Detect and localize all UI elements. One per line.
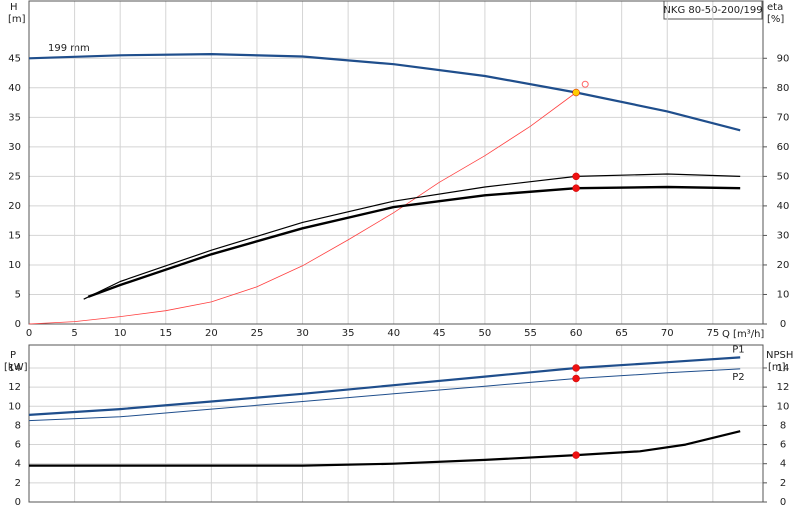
y-tick-label: 6 [15,440,21,451]
x-tick-label: 5 [71,328,77,339]
y2-tick-label: 2 [780,478,786,489]
y2-tick-label: 90 [777,53,790,64]
y-tick-label: 20 [8,201,21,212]
duty-point [572,451,580,459]
y-tick-label: 0 [15,497,21,508]
y2-tick-label: 50 [777,171,790,182]
y-tick-label: 14 [8,363,21,374]
y-tick-label: 30 [8,142,21,153]
y2-tick-label: 6 [780,440,786,451]
y-tick-label: 10 [8,401,21,412]
y-label: H [10,2,18,13]
y2-tick-label: 40 [777,201,790,212]
legend-label: P1 [732,344,744,355]
y2-tick-label: 0 [780,497,786,508]
y-tick-label: 15 [8,230,21,241]
y2-label: NPSH [766,350,793,361]
curve [28,368,741,422]
x-tick-label: 75 [706,328,719,339]
duty-point [572,184,580,192]
x-tick-label: 20 [205,328,218,339]
y2-tick-label: 20 [777,260,790,271]
x-tick-label: 55 [524,328,537,339]
y-tick-label: 25 [8,171,21,182]
y2-unit: [%] [767,14,784,25]
x-tick-label: 15 [159,328,172,339]
y-tick-label: 4 [15,459,21,470]
x-tick-label: 30 [296,328,309,339]
curve [28,92,577,325]
y2-tick-label: 0 [780,319,786,330]
y-tick-label: 45 [8,53,21,64]
duty-point [572,88,580,97]
x-tick-label: 35 [342,328,355,339]
y-tick-label: 5 [15,289,21,300]
y2-tick-label: 30 [777,230,790,241]
y-tick-label: 12 [8,382,21,393]
y-unit: [kW] [4,362,28,373]
y2-tick-label: 70 [777,112,790,123]
plot-frame [28,344,764,503]
y-label: P [10,350,16,361]
y-tick-label: 2 [15,478,21,489]
y2-tick-label: 80 [777,83,790,94]
x-tick-label: 65 [615,328,628,339]
plot-frame [28,0,764,325]
x-tick-label: 60 [570,328,583,339]
curve [28,53,741,132]
x-tick-label: 45 [433,328,446,339]
x-tick-label: 25 [251,328,264,339]
annotation: 199 mm [48,43,90,54]
y2-tick-label: 4 [780,459,786,470]
y-tick-label: 8 [15,420,21,431]
y-unit: [m] [8,14,26,25]
y2-tick-label: 10 [777,401,790,412]
curve [28,356,741,416]
curve [87,185,741,298]
x-label: Q [m³/h] [722,329,764,340]
x-tick-label: 70 [661,328,674,339]
y2-tick-label: 8 [780,420,786,431]
curve [83,173,741,300]
y2-tick-label: 60 [777,142,790,153]
y2-tick-label: 14 [777,363,790,374]
y-tick-label: 10 [8,260,21,271]
y2-tick-label: 12 [777,382,790,393]
y2-tick-label: 10 [777,289,790,300]
x-tick-label: 10 [114,328,127,339]
x-tick-label: 40 [387,328,400,339]
x-tick-label: 50 [479,328,492,339]
y2-unit: [m] [768,362,786,373]
legend-label: P2 [732,372,744,383]
duty-point [581,80,589,88]
y-tick-label: 40 [8,83,21,94]
y2-label: eta [767,2,783,13]
duty-point [572,172,580,181]
y-tick-label: 0 [15,319,21,330]
x-tick-label: 0 [26,328,32,339]
duty-point [572,364,580,372]
y-tick-label: 35 [8,112,21,123]
curve [29,430,741,467]
duty-point [572,374,580,383]
